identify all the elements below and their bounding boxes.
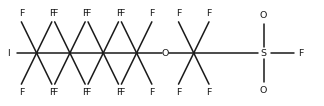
Text: F: F [52,88,57,97]
Text: F: F [119,88,124,97]
Text: F: F [83,9,88,18]
Text: F: F [85,88,91,97]
Text: F: F [52,9,57,18]
Text: O: O [260,11,267,20]
Text: F: F [149,88,155,97]
Text: F: F [49,88,54,97]
Text: F: F [116,9,121,18]
Text: F: F [206,88,212,97]
Text: I: I [7,49,10,57]
Text: F: F [116,88,121,97]
Text: F: F [83,88,88,97]
Text: F: F [298,49,304,57]
Text: F: F [19,88,24,97]
Text: F: F [206,9,212,18]
Text: F: F [176,88,181,97]
Text: O: O [260,86,267,95]
Text: F: F [19,9,24,18]
Text: O: O [161,49,169,57]
Text: F: F [85,9,91,18]
Text: F: F [176,9,181,18]
Text: S: S [260,49,267,57]
Text: F: F [49,9,54,18]
Text: F: F [149,9,155,18]
Text: F: F [119,9,124,18]
